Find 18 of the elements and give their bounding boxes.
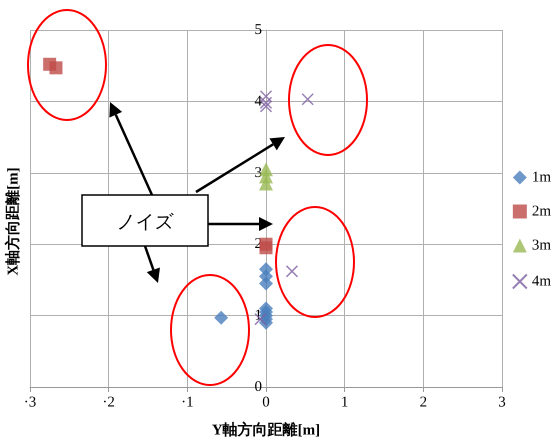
y-tick-label: 5: [254, 22, 262, 38]
legend-label: 2m: [532, 204, 552, 220]
legend-label: 1m: [532, 170, 552, 186]
y-tick-label: 3: [254, 164, 262, 181]
x-tick-label: 1: [340, 394, 348, 410]
x-axis-title: Y軸方向距離[m]: [212, 420, 320, 438]
legend-label: 4m: [532, 274, 552, 290]
x-tick-label: 3: [498, 394, 506, 410]
legend-label: 3m: [532, 238, 552, 254]
y-tick-label: 0: [254, 379, 262, 395]
y-tick-label: 4: [254, 93, 262, 110]
x-tick-label: ·2: [102, 394, 115, 410]
y-tick-label: 1: [254, 308, 262, 324]
x-tick-label: ·3: [24, 394, 36, 410]
y-axis-title: X軸方向距離[m]: [4, 167, 22, 276]
x-tick-label: 2: [420, 394, 428, 410]
annotation: ノイズ: [116, 212, 174, 233]
x-tick-label: ·1: [181, 394, 194, 410]
